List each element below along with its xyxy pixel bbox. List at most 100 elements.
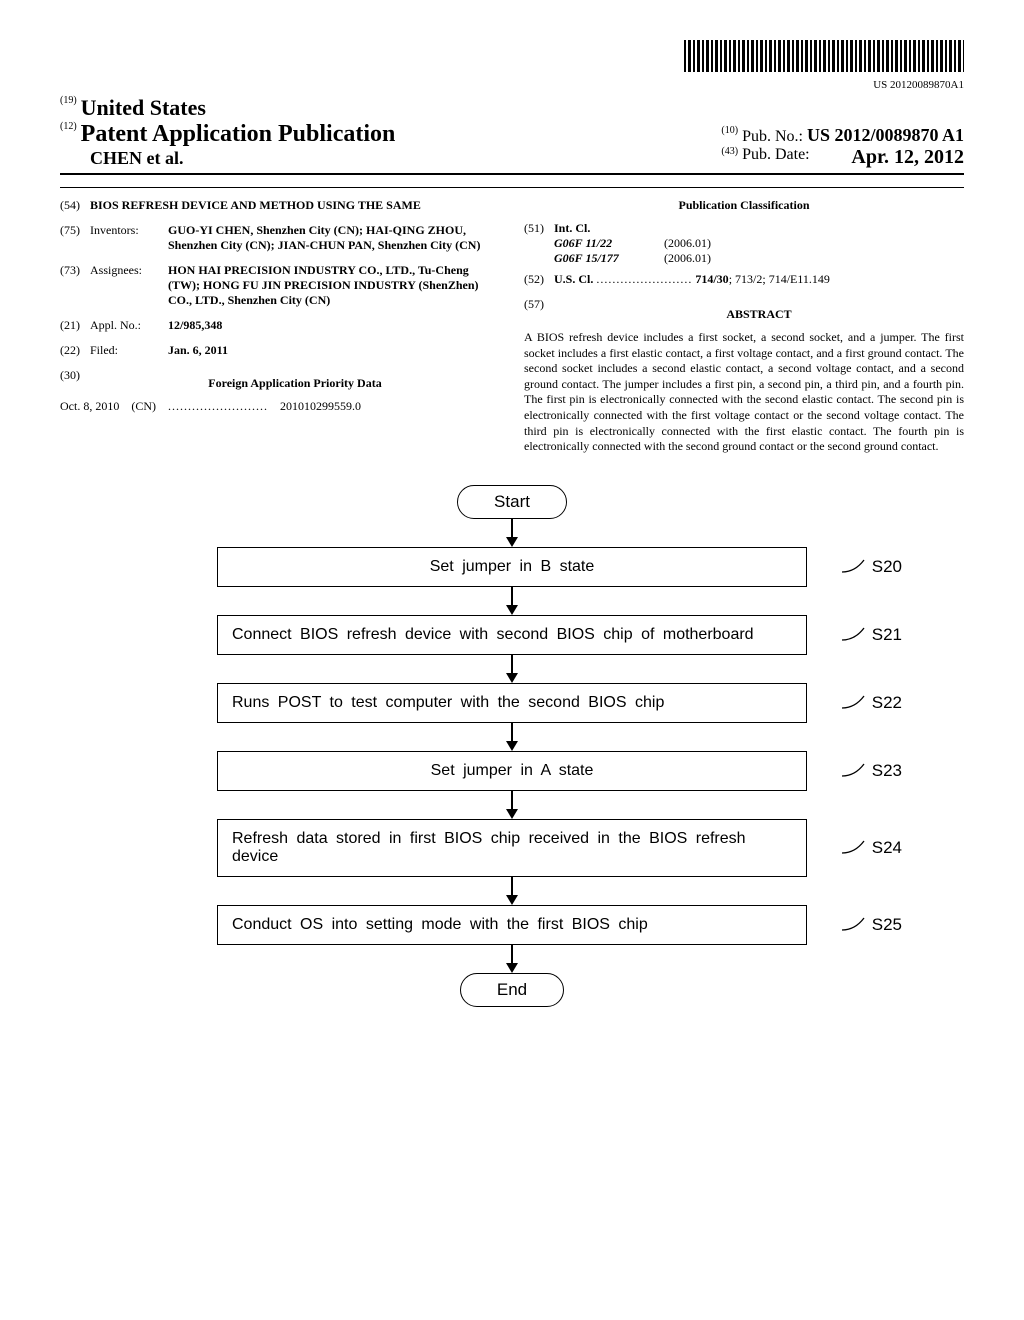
abstract-num: (57) (524, 297, 554, 330)
intcl-line1: G06F 11/22 (2006.01) (554, 236, 964, 251)
uscl-dots: ........................ (596, 272, 692, 286)
fc-start: Start (457, 485, 567, 519)
assignees-row: (73) Assignees: HON HAI PRECISION INDUST… (60, 263, 500, 308)
fc-step-row: Runs POST to test computer with the seco… (182, 683, 842, 723)
fc-conn (182, 655, 842, 683)
applno-num: (21) (60, 318, 90, 333)
intcl1-code: G06F 11/22 (554, 236, 664, 251)
fc-conn (182, 877, 842, 905)
pub-type: Patent Application Publication (81, 121, 396, 147)
inventors-text: GUO-YI CHEN, Shenzhen City (CN); HAI-QIN… (168, 223, 480, 252)
applno-row: (21) Appl. No.: 12/985,348 (60, 318, 500, 333)
country-line: (19) United States (60, 95, 721, 121)
priority-date: Oct. 8, 2010 (60, 399, 119, 414)
fc-step-row: Set jumper in A stateS23 (182, 751, 842, 791)
intcl-label: Int. Cl. (554, 221, 964, 236)
assignees: HON HAI PRECISION INDUSTRY CO., LTD., Tu… (168, 263, 500, 308)
fc-process: Set jumper in A state (217, 751, 807, 791)
fc-step-row: Set jumper in B stateS20 (182, 547, 842, 587)
pubtype-num: (12) (60, 121, 77, 132)
priority-num: (30) (60, 368, 90, 399)
uscl-num: (52) (524, 272, 554, 287)
inventors-row: (75) Inventors: GUO-YI CHEN, Shenzhen Ci… (60, 223, 500, 253)
title-num: (54) (60, 198, 90, 213)
applno-label: Appl. No.: (90, 318, 168, 333)
header-right: (10) Pub. No.: US 2012/0089870 A1 (43) P… (721, 125, 964, 169)
pub-no: US 2012/0089870 A1 (807, 125, 964, 145)
filed: Jan. 6, 2011 (168, 343, 500, 358)
fc-conn (182, 723, 842, 751)
fc-step-label: S22 (872, 693, 902, 713)
assignees-num: (73) (60, 263, 90, 308)
pubdate-line: (43) Pub. Date: Apr. 12, 2012 (721, 146, 964, 164)
priority-country: (CN) (131, 399, 156, 414)
intcl-row: (51) Int. Cl. G06F 11/22 (2006.01) G06F … (524, 221, 964, 266)
barcode-number: US 20120089870A1 (60, 79, 964, 91)
fc-step-label: S20 (872, 557, 902, 577)
classification-heading: Publication Classification (524, 198, 964, 213)
fc-lead-line (842, 694, 868, 712)
flowchart: Start Set jumper in B stateS20 Connect BI… (182, 485, 842, 1007)
fc-steps: Set jumper in B stateS20 Connect BIOS ref… (182, 547, 842, 973)
intcl-num: (51) (524, 221, 554, 266)
priority-heading: Foreign Application Priority Data (90, 376, 500, 391)
fc-process: Refresh data stored in first BIOS chip r… (217, 819, 807, 877)
fc-step-label: S25 (872, 915, 902, 935)
assignees-label: Assignees: (90, 263, 168, 308)
fc-conn (182, 945, 842, 973)
fc-end-row: End (182, 973, 842, 1007)
fc-step-label: S24 (872, 838, 902, 858)
applno-text: 12/985,348 (168, 318, 222, 332)
fc-lead-line (842, 558, 868, 576)
pubno-label: Pub. No.: (742, 128, 803, 145)
priority-dots: ......................... (168, 399, 268, 414)
fc-conn (182, 519, 842, 547)
fc-process: Connect BIOS refresh device with second … (217, 615, 807, 655)
applno: 12/985,348 (168, 318, 500, 333)
inventors: GUO-YI CHEN, Shenzhen City (CN); HAI-QIN… (168, 223, 500, 253)
fc-conn (182, 587, 842, 615)
priority-row: Oct. 8, 2010 (CN) ......................… (60, 399, 500, 414)
fc-conn (182, 791, 842, 819)
uscl-rest: ; 713/2; 714/E11.149 (729, 272, 830, 286)
intcl1-date: (2006.01) (664, 236, 711, 251)
assignees-text: HON HAI PRECISION INDUSTRY CO., LTD., Tu… (168, 263, 479, 307)
uscl-bold: 714/30 (695, 272, 728, 286)
filed-row: (22) Filed: Jan. 6, 2011 (60, 343, 500, 358)
fc-lead-line (842, 916, 868, 934)
fc-step-label: S21 (872, 625, 902, 645)
fc-process: Runs POST to test computer with the seco… (217, 683, 807, 723)
abstract-heading: ABSTRACT (554, 307, 964, 322)
fc-lead-line (842, 626, 868, 644)
priority-section: (30) Foreign Application Priority Data O… (60, 368, 500, 414)
fc-step-row: Refresh data stored in first BIOS chip r… (182, 819, 842, 877)
left-column: (54) BIOS REFRESH DEVICE AND METHOD USIN… (60, 198, 500, 455)
right-column: Publication Classification (51) Int. Cl.… (524, 198, 964, 455)
pub-date: Apr. 12, 2012 (851, 146, 964, 169)
pubno-line: (10) Pub. No.: US 2012/0089870 A1 (721, 125, 964, 146)
country-num: (19) (60, 95, 77, 106)
abstract-header: (57) ABSTRACT (524, 297, 964, 330)
filed-num: (22) (60, 343, 90, 358)
fc-process: Set jumper in B state (217, 547, 807, 587)
pubdate-label: Pub. Date: (742, 146, 810, 163)
header: (19) United States (12) Patent Applicati… (60, 95, 964, 175)
fc-lead-line (842, 839, 868, 857)
filed-label: Filed: (90, 343, 168, 358)
body-columns: (54) BIOS REFRESH DEVICE AND METHOD USIN… (60, 187, 964, 455)
filed-text: Jan. 6, 2011 (168, 343, 228, 357)
barcode-area: US 20120089870A1 (60, 40, 964, 91)
inventors-num: (75) (60, 223, 90, 253)
barcode-graphic (684, 40, 964, 72)
uscl-row: (52) U.S. Cl. ........................ 7… (524, 272, 964, 287)
abstract-text: A BIOS refresh device includes a first s… (524, 330, 964, 455)
inventors-label: Inventors: (90, 223, 168, 253)
priority-app: 201010299559.0 (280, 399, 361, 414)
pubdate-num: (43) (721, 146, 738, 157)
fc-step-row: Connect BIOS refresh device with second … (182, 615, 842, 655)
intcl-line2: G06F 15/177 (2006.01) (554, 251, 964, 266)
pubtype-line: (12) Patent Application Publication (60, 121, 721, 148)
title-row: (54) BIOS REFRESH DEVICE AND METHOD USIN… (60, 198, 500, 213)
fc-start-row: Start (182, 485, 842, 519)
intcl-label-text: Int. Cl. (554, 221, 590, 235)
